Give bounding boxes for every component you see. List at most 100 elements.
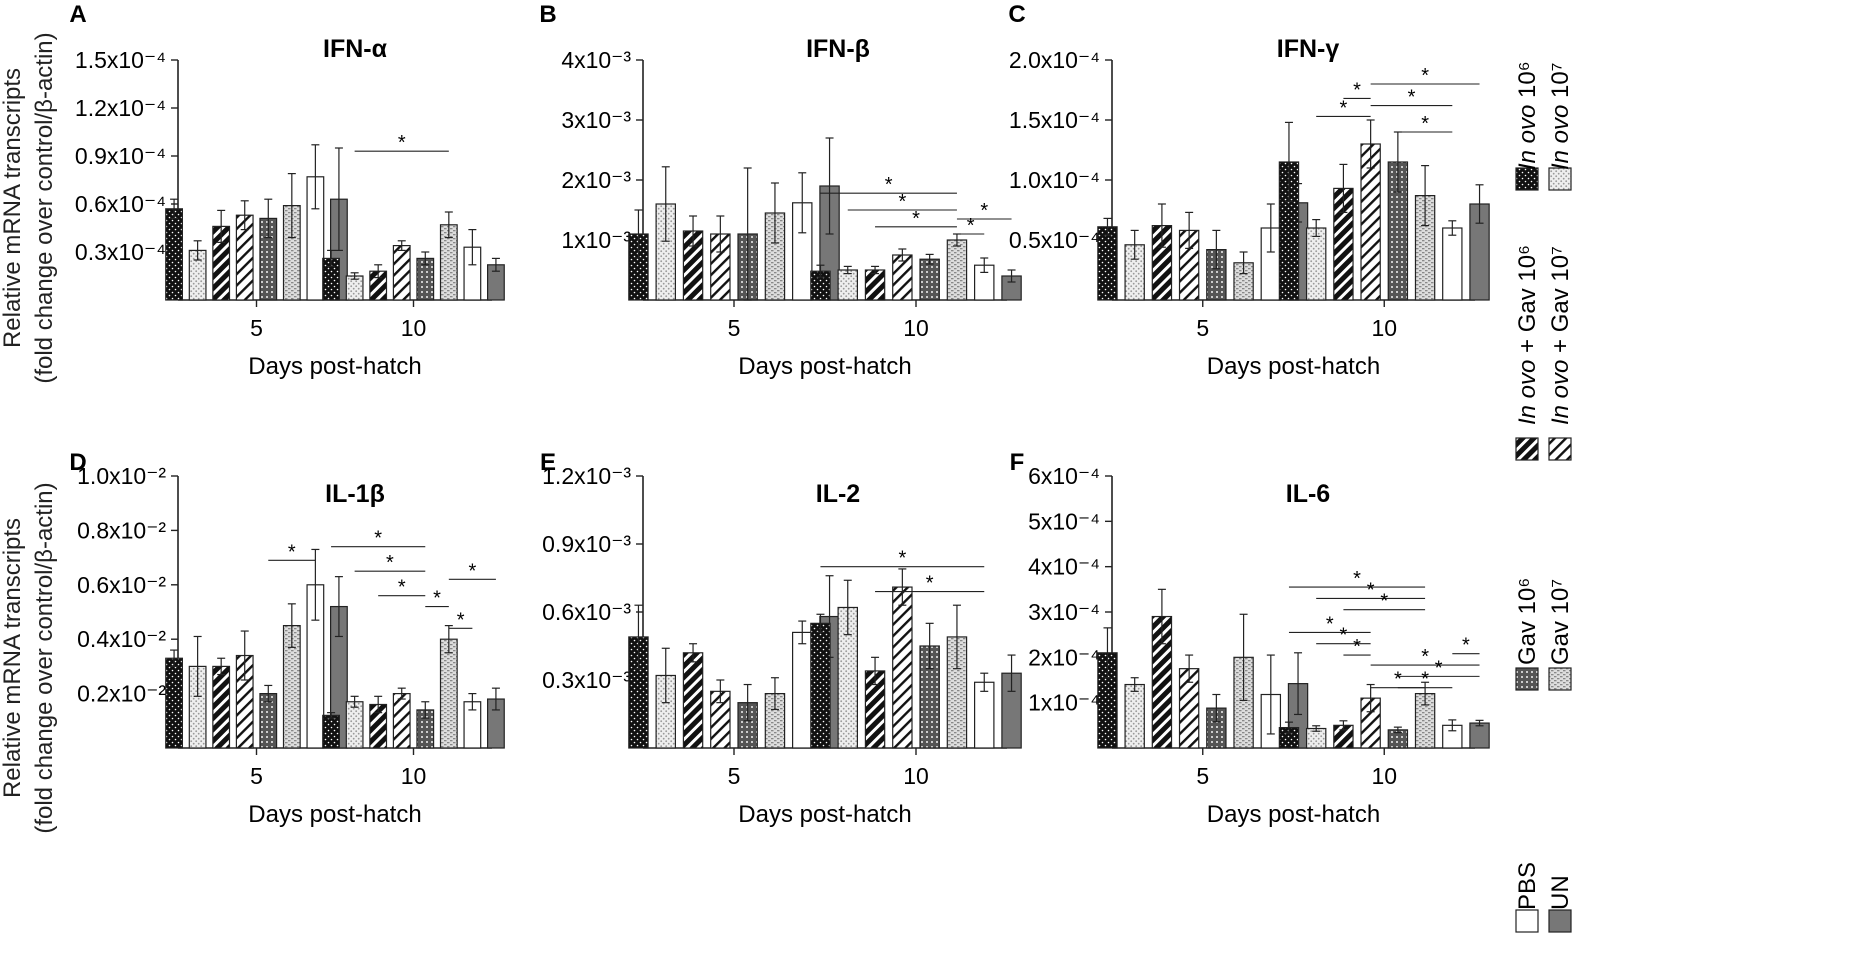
significance-star: * xyxy=(457,609,465,631)
legend-item: Gav 10⁷ xyxy=(1547,579,1574,691)
legend-label: In ovo + Gav 10⁶ xyxy=(1514,245,1541,425)
significance-star: * xyxy=(1340,625,1348,647)
bar xyxy=(322,714,340,749)
significance-star: * xyxy=(1421,65,1429,87)
x-axis-label: Days post-hatch xyxy=(1207,353,1380,380)
x-tick-label: 10 xyxy=(1371,763,1397,789)
significance-star: * xyxy=(386,552,394,574)
legend-label: In ovo + Gav 10⁷ xyxy=(1547,246,1574,425)
x-tick-label: 5 xyxy=(728,763,741,789)
panel-b: B IFN-β 1x10⁻³ 2x10⁻³ 3x10⁻³ 4x10⁻³ 5 10 Days po… xyxy=(539,1,1022,380)
y-tick-label: 0.6x10⁻⁴ xyxy=(75,191,166,217)
y-tick-label: 0.4x10⁻² xyxy=(77,626,166,652)
significance-star: * xyxy=(1421,669,1429,691)
x-tick-label: 5 xyxy=(250,763,263,789)
significance-star: * xyxy=(898,548,906,570)
bar xyxy=(165,657,183,749)
legend-item: In ovo 10⁷ xyxy=(1547,63,1574,191)
panel-title: IFN-α xyxy=(323,35,388,63)
legend-swatch xyxy=(1548,909,1572,933)
panel-letter: D xyxy=(69,449,86,476)
y-tick-label: 2x10⁻³ xyxy=(561,167,631,193)
legend-item: In ovo + Gav 10⁷ xyxy=(1547,246,1574,461)
x-axis-label: Days post-hatch xyxy=(1207,801,1380,828)
bar xyxy=(892,586,913,749)
panel-f: F IL-6 1x10⁻⁴ 2x10⁻⁴ 3x10⁻⁴ 4x10⁻⁴ 5x10⁻⁴ 6x10⁻… xyxy=(1010,449,1490,828)
significance-star: * xyxy=(1367,579,1375,601)
bar xyxy=(1469,722,1490,749)
significance-star: * xyxy=(288,541,296,563)
significance-star: * xyxy=(1353,79,1361,101)
legend-item: Gav 10⁶ xyxy=(1514,578,1541,691)
bar xyxy=(810,622,831,749)
significance-star: * xyxy=(912,208,920,230)
legend-label: In ovo 10⁶ xyxy=(1514,61,1541,170)
panel-title: IFN-β xyxy=(806,35,870,63)
y-tick-label: 3x10⁻⁴ xyxy=(1028,599,1100,625)
x-tick-label: 10 xyxy=(903,763,929,789)
y-tick-label: 2.0x10⁻⁴ xyxy=(1009,47,1100,73)
x-tick-label: 10 xyxy=(401,315,427,341)
bar xyxy=(682,652,704,749)
y-tick-label: 0.6x10⁻² xyxy=(77,572,166,598)
bar xyxy=(1097,226,1118,301)
legend-label: Gav 10⁷ xyxy=(1547,579,1574,665)
legend-item: PBS xyxy=(1514,862,1541,933)
significance-star: * xyxy=(1353,568,1361,590)
ylabel-top-line1: Relative mRNA transcripts xyxy=(0,68,26,348)
y-tick-label: 5x10⁻⁴ xyxy=(1028,508,1100,534)
bar xyxy=(392,692,411,749)
significance-star: * xyxy=(468,560,476,582)
x-axis-label: Days post-hatch xyxy=(738,353,911,380)
legend-swatch xyxy=(1515,667,1539,691)
bar xyxy=(946,239,968,301)
y-tick-label: 0.6x10⁻³ xyxy=(542,599,631,625)
legend-swatch xyxy=(1548,437,1572,461)
legend-swatch xyxy=(1548,667,1572,691)
panel-title: IFN-γ xyxy=(1277,35,1340,63)
panel-d: D IL-1β 0.2x10⁻² 0.4x10⁻² 0.6x10⁻² 0.8x10⁻² 1.… xyxy=(69,449,505,828)
panel-letter: F xyxy=(1010,449,1025,476)
significance-star: * xyxy=(1340,97,1348,119)
y-tick-label: 1.5x10⁻⁴ xyxy=(75,47,166,73)
bar xyxy=(1124,683,1145,749)
y-tick-label: 6x10⁻⁴ xyxy=(1028,463,1100,489)
x-axis-label: Days post-hatch xyxy=(738,801,911,828)
significance-star: * xyxy=(1394,669,1402,691)
significance-star: * xyxy=(1380,591,1388,613)
bar xyxy=(919,258,940,301)
bar xyxy=(439,638,458,749)
ylabel-bottom-line1: Relative mRNA transcripts xyxy=(0,518,26,798)
panel-title: IL-1β xyxy=(325,480,385,508)
legend-label: UN xyxy=(1547,875,1574,910)
significance-star: * xyxy=(1421,646,1429,668)
x-tick-label: 5 xyxy=(728,315,741,341)
y-tick-label: 0.9x10⁻⁴ xyxy=(75,143,166,169)
bar xyxy=(392,245,411,301)
y-tick-label: 0.8x10⁻² xyxy=(77,517,166,543)
y-tick-label: 0.3x10⁻⁴ xyxy=(75,239,166,265)
bar xyxy=(892,254,913,301)
panel-letter: C xyxy=(1008,1,1025,28)
x-tick-label: 10 xyxy=(903,315,929,341)
y-tick-label: 1.2x10⁻⁴ xyxy=(75,95,166,121)
bar xyxy=(212,665,231,749)
bar xyxy=(1442,227,1463,301)
significance-star: * xyxy=(1408,87,1416,109)
legend-swatch xyxy=(1515,909,1539,933)
legend-label: Gav 10⁶ xyxy=(1514,578,1541,665)
significance-star: * xyxy=(967,215,975,237)
x-tick-label: 5 xyxy=(1196,763,1209,789)
legend-item: In ovo + Gav 10⁶ xyxy=(1514,245,1541,461)
significance-star: * xyxy=(398,132,406,154)
y-tick-label: 1x10⁻⁴ xyxy=(1028,690,1100,716)
panel-letter: B xyxy=(539,1,556,28)
y-tick-label: 0.5x10⁻⁴ xyxy=(1009,227,1100,253)
bar xyxy=(974,681,995,749)
panel-title: IL-6 xyxy=(1286,480,1330,508)
legend-label: PBS xyxy=(1514,862,1541,910)
bar xyxy=(837,269,858,301)
y-tick-label: 2x10⁻⁴ xyxy=(1028,644,1100,670)
